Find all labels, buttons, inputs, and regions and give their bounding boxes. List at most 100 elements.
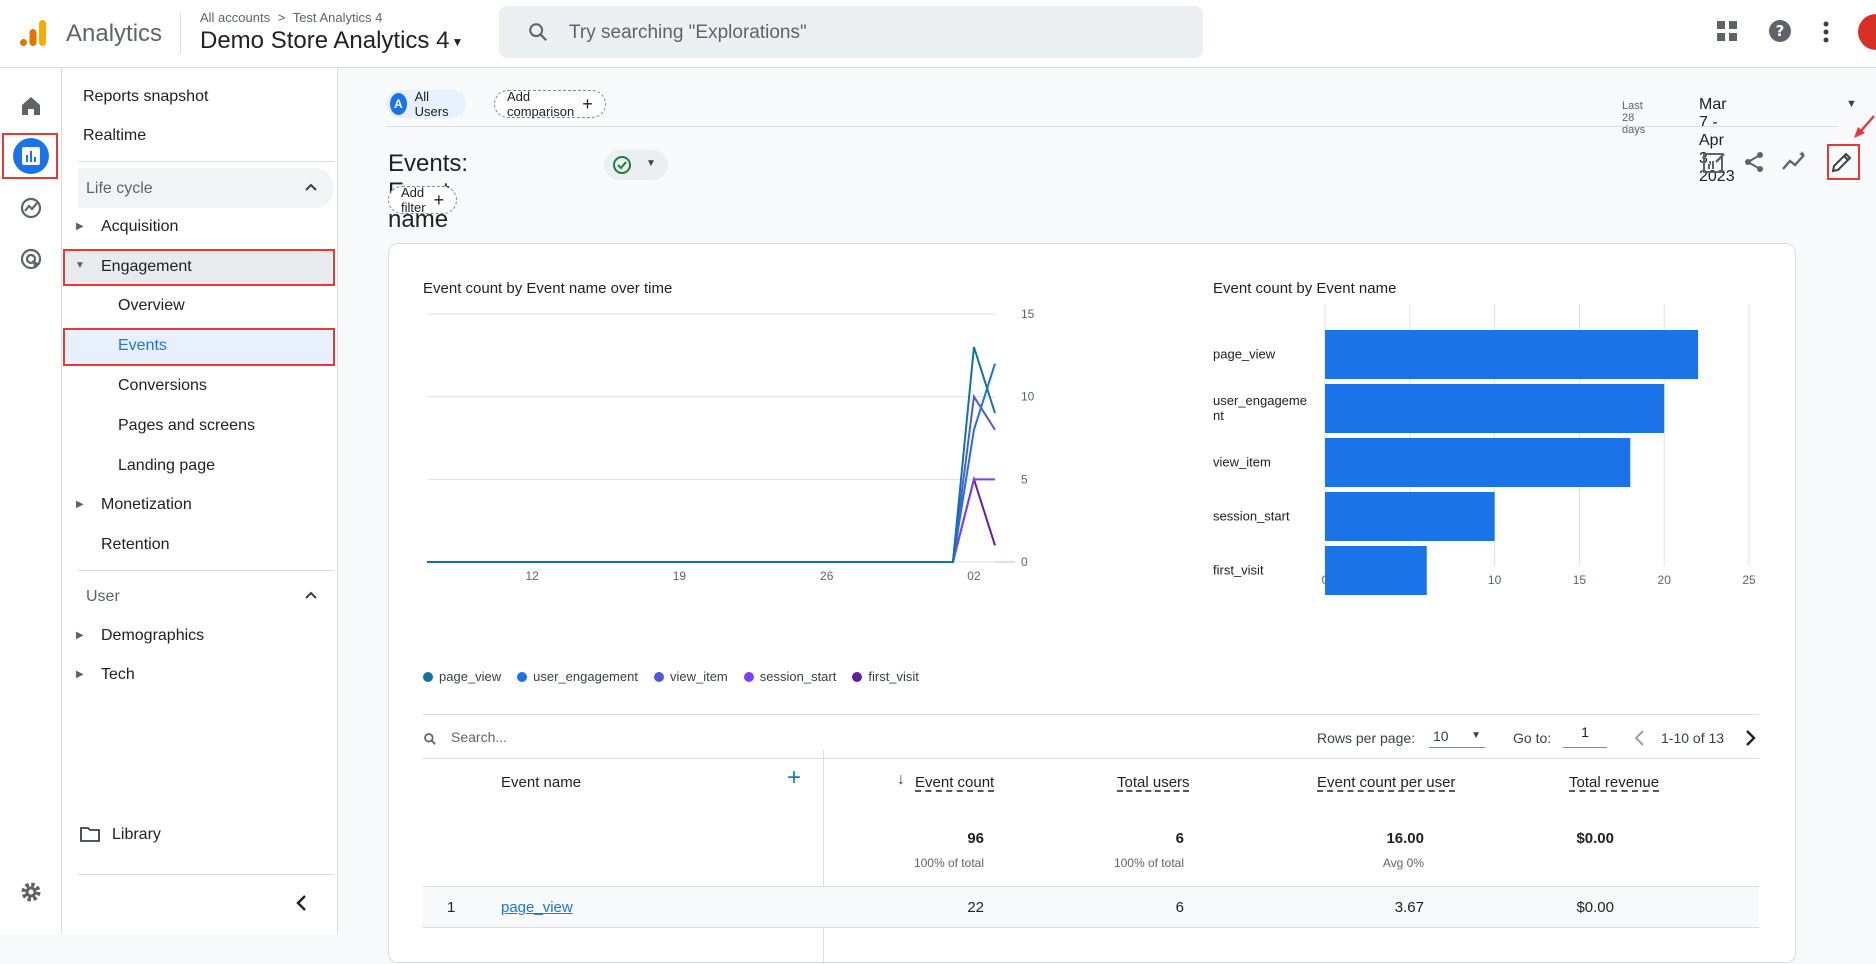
nav-events[interactable]: Events bbox=[118, 337, 167, 354]
help-icon[interactable]: ? bbox=[1768, 19, 1792, 43]
header-event-count-per-user[interactable]: Event count per user bbox=[1317, 774, 1456, 791]
nav-engagement[interactable]: Engagement bbox=[101, 258, 192, 275]
bar-chart-title: Event count by Event name bbox=[1213, 280, 1397, 297]
nav-tech[interactable]: Tech bbox=[101, 666, 135, 683]
divider bbox=[423, 758, 1759, 759]
total-per-user-sub: Avg 0% bbox=[1382, 856, 1424, 870]
goto-value: 1 bbox=[1581, 724, 1589, 740]
expand-right-icon[interactable]: ▶ bbox=[76, 669, 84, 680]
add-filter-button[interactable]: Add filter + bbox=[388, 185, 458, 215]
sort-down-icon[interactable]: ↓ bbox=[897, 771, 905, 788]
header-total-revenue[interactable]: Total revenue bbox=[1569, 774, 1660, 791]
nav-demographics[interactable]: Demographics bbox=[101, 627, 205, 644]
divider bbox=[180, 12, 181, 54]
chevron-right-icon[interactable] bbox=[1743, 729, 1757, 747]
breadcrumb-accounts[interactable]: All accounts bbox=[200, 10, 271, 25]
expand-right-icon[interactable]: ▶ bbox=[76, 221, 84, 232]
breadcrumb-account[interactable]: Test Analytics 4 bbox=[292, 10, 383, 25]
header-total-users[interactable]: Total users bbox=[1117, 774, 1190, 791]
nav-overview[interactable]: Overview bbox=[118, 297, 185, 314]
line-chart[interactable]: 15 10 5 0 12Mar 19 26 02Apr bbox=[423, 304, 1063, 584]
analytics-logo-icon bbox=[20, 20, 46, 46]
add-dimension-icon[interactable]: + bbox=[787, 764, 802, 791]
add-comparison-button[interactable]: Add comparison + bbox=[494, 89, 606, 119]
y-tick-label: 5 bbox=[1021, 472, 1028, 486]
report-status-button[interactable]: ▼ bbox=[604, 150, 668, 180]
section-label: User bbox=[86, 588, 120, 605]
search-bar[interactable]: Try searching "Explorations" bbox=[499, 6, 1203, 58]
legend-label: session_start bbox=[759, 669, 837, 684]
nav-landing-page[interactable]: Landing page bbox=[118, 457, 215, 474]
report-card: Event count by Event name over time 15 10… bbox=[388, 243, 1796, 964]
divider bbox=[78, 570, 334, 571]
legend-item[interactable]: page_view bbox=[423, 669, 501, 684]
app-name: Analytics bbox=[66, 20, 163, 47]
bar-chart[interactable]: 0510152025page_viewuser_engagementview_i… bbox=[1213, 304, 1773, 604]
nav-acquisition[interactable]: Acquisition bbox=[101, 218, 179, 235]
reports-button[interactable] bbox=[13, 138, 49, 174]
category-label: view_item bbox=[1213, 455, 1271, 470]
nav-conversions[interactable]: Conversions bbox=[118, 377, 207, 394]
total-event-count: 96 bbox=[967, 830, 984, 847]
nav-pages-screens[interactable]: Pages and screens bbox=[118, 417, 255, 434]
pagination-info: 1-10 of 13 bbox=[1661, 730, 1725, 746]
edit-pencil-icon[interactable] bbox=[1830, 150, 1854, 174]
nav-retention[interactable]: Retention bbox=[101, 536, 170, 553]
apps-grid-icon[interactable] bbox=[1716, 20, 1738, 42]
nav-library[interactable]: Library bbox=[112, 826, 161, 843]
series-line-page_view bbox=[427, 346, 996, 563]
row-event-name-link[interactable]: page_view bbox=[501, 899, 573, 916]
segment-chip[interactable]: A All Users bbox=[386, 89, 466, 119]
row-total-users: 6 bbox=[1175, 899, 1184, 916]
row-per-user: 3.67 bbox=[1394, 899, 1424, 916]
rows-per-page-select[interactable]: 10 ▼ bbox=[1429, 724, 1485, 748]
y-tick-label: 0 bbox=[1021, 555, 1028, 569]
expand-right-icon[interactable]: ▶ bbox=[76, 499, 84, 510]
collapse-chevron-icon[interactable] bbox=[294, 894, 310, 912]
nav-events-highlight bbox=[66, 330, 332, 366]
property-selector[interactable]: Demo Store Analytics 4 ▼ bbox=[200, 27, 463, 55]
insights-icon[interactable] bbox=[1782, 150, 1808, 174]
share-icon[interactable] bbox=[1742, 150, 1766, 174]
chevron-left-icon[interactable] bbox=[1633, 729, 1647, 747]
home-button[interactable] bbox=[13, 88, 49, 124]
nav-reports-snapshot[interactable]: Reports snapshot bbox=[83, 88, 209, 105]
nav-monetization[interactable]: Monetization bbox=[101, 496, 192, 513]
bar-view_item bbox=[1325, 438, 1631, 487]
legend-dot bbox=[852, 671, 863, 682]
table-search-input[interactable]: Search... bbox=[451, 729, 508, 745]
breadcrumb-separator: > bbox=[277, 10, 286, 25]
x-tick-label: 10 bbox=[1488, 573, 1502, 587]
legend-item[interactable]: user_engagement bbox=[517, 669, 638, 684]
table-row[interactable]: 1 page_view 22 6 3.67 $0.00 bbox=[423, 886, 1759, 928]
property-name: Demo Store Analytics 4 bbox=[200, 27, 450, 54]
plus-icon: + bbox=[433, 190, 445, 210]
legend-dot bbox=[653, 671, 664, 682]
legend-item[interactable]: view_item bbox=[653, 669, 728, 684]
nav-section-lifecycle[interactable]: Life cycle bbox=[78, 168, 334, 208]
legend-item[interactable]: session_start bbox=[743, 669, 837, 684]
rows-per-page-value: 10 bbox=[1433, 728, 1449, 744]
legend-item[interactable]: first_visit bbox=[852, 669, 919, 684]
header-event-name[interactable]: Event name bbox=[501, 774, 582, 791]
avatar[interactable] bbox=[1858, 14, 1876, 50]
caret-down-icon[interactable]: ▼ bbox=[1846, 98, 1857, 110]
search-icon bbox=[424, 733, 436, 745]
nav-realtime[interactable]: Realtime bbox=[83, 127, 147, 144]
y-tick-label: 10 bbox=[1021, 390, 1035, 404]
more-vert-icon[interactable] bbox=[1822, 20, 1830, 44]
advertising-button[interactable] bbox=[13, 241, 49, 277]
nav-section-user[interactable]: User bbox=[78, 576, 334, 616]
customize-report-icon[interactable] bbox=[1702, 150, 1726, 174]
top-bar: Analytics All accounts > Test Analytics … bbox=[0, 0, 1876, 68]
total-users: 6 bbox=[1175, 830, 1184, 847]
goto-input[interactable]: 1 bbox=[1563, 724, 1607, 748]
home-icon bbox=[22, 97, 40, 115]
explore-button[interactable] bbox=[13, 190, 49, 226]
expand-down-icon[interactable]: ▼ bbox=[75, 260, 85, 271]
header-event-count[interactable]: Event count bbox=[915, 774, 995, 791]
breadcrumb[interactable]: All accounts > Test Analytics 4 bbox=[200, 10, 382, 25]
bar-first_visit bbox=[1325, 546, 1427, 595]
admin-button[interactable] bbox=[13, 874, 49, 910]
expand-right-icon[interactable]: ▶ bbox=[76, 630, 84, 641]
